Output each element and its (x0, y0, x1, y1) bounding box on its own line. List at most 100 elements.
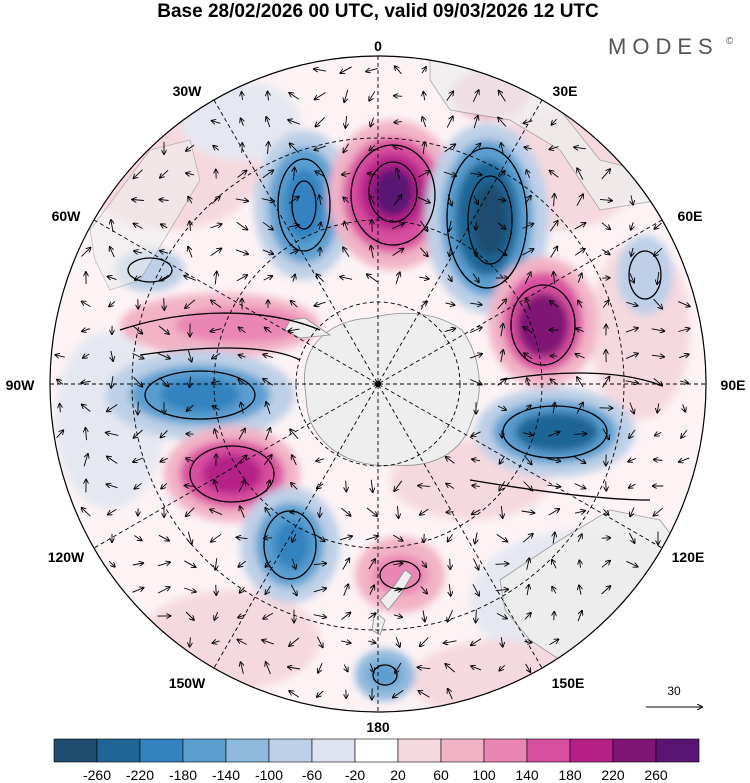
wind-arrow (319, 195, 321, 205)
wind-arrow (392, 249, 404, 256)
wind-arrow (550, 247, 558, 258)
wind-arrow (263, 354, 274, 357)
wind-arrow (472, 459, 481, 461)
wind-arrow (448, 274, 451, 281)
wind-arrow (469, 354, 482, 359)
wind-arrow (521, 511, 535, 513)
wind-arrow (215, 429, 218, 439)
wind-arrow (574, 483, 586, 489)
wind-arrow (108, 560, 115, 567)
wind-arrow (86, 428, 87, 441)
wind-arrow (210, 248, 222, 256)
wind-arrow (577, 611, 582, 622)
wind-arrow (471, 144, 481, 153)
wind-arrow (134, 482, 142, 489)
wind-arrow (602, 377, 610, 388)
wind-arrow (340, 277, 353, 280)
wind-arrow (391, 223, 404, 230)
wind-vectors (55, 66, 690, 699)
wind-arrow (188, 350, 191, 362)
wind-arrow (550, 301, 559, 308)
wind-arrow (368, 559, 375, 570)
wind-arrow (578, 534, 582, 543)
wind-arrow (679, 354, 689, 357)
colorbar-box (655, 738, 700, 763)
wind-arrow (395, 272, 400, 284)
wind-arrow (265, 560, 271, 567)
wind-arrow (242, 143, 243, 153)
wind-arrow (601, 586, 611, 595)
wind-arrow (262, 249, 273, 254)
wind-arrow (446, 91, 454, 101)
wind-arrow (500, 456, 505, 463)
wind-arrow (472, 509, 481, 515)
wind-arrow (422, 117, 425, 128)
lon-label-30w: 30W (173, 83, 203, 99)
modes-logo-mark: © (726, 36, 734, 47)
wind-arrow (134, 224, 143, 229)
wind-arrow (188, 197, 192, 204)
wind-arrow (313, 563, 326, 564)
wind-arrow (185, 611, 194, 620)
wind-arrow (55, 355, 65, 357)
graticule (50, 56, 706, 712)
wind-arrow (551, 118, 557, 125)
lon-label-90e: 90E (721, 377, 746, 393)
colorbar-box (397, 738, 442, 763)
wind-arrow (522, 534, 533, 543)
wind-arrow (574, 249, 585, 256)
wind-arrow (393, 563, 402, 564)
chart-title: Base 28/02/2026 00 UTC, valid 09/03/2026… (157, 1, 599, 22)
wind-arrow (574, 456, 586, 463)
wind-arrow (343, 247, 350, 257)
wind-arrow (344, 664, 347, 672)
colorbar-box (569, 738, 614, 763)
wind-arrow (157, 562, 170, 567)
wind-arrow (525, 663, 531, 672)
lon-label-60e: 60E (678, 208, 703, 224)
wind-arrow (553, 533, 555, 544)
wind-arrow (657, 403, 658, 412)
wind-arrow (188, 247, 193, 258)
wind-arrow (213, 146, 220, 151)
wind-arrow (549, 147, 559, 150)
wind-arrow (449, 584, 451, 596)
wind-arrow (601, 561, 610, 568)
reference-vector: 30 (646, 684, 702, 707)
wind-arrow (314, 145, 326, 150)
colorbar-tick-label: 140 (515, 767, 539, 783)
wind-arrow (394, 96, 403, 97)
wind-arrow (368, 614, 376, 619)
wind-arrow (315, 171, 326, 178)
height-contours (119, 144, 662, 686)
wind-arrow (265, 428, 271, 441)
cyclone-cell-180 (355, 649, 415, 701)
wind-arrow (444, 144, 456, 153)
wind-arrow (654, 460, 663, 461)
wind-arrow (629, 402, 634, 414)
wind-arrow (398, 505, 399, 518)
lon-label-120e: 120E (672, 549, 705, 565)
wind-arrow (185, 299, 196, 308)
wind-arrow (238, 614, 247, 617)
wind-arrow (548, 432, 559, 437)
wind-arrow (554, 272, 555, 285)
wind-arrow (369, 91, 376, 100)
wind-arrow (574, 147, 586, 149)
wind-arrow (524, 353, 533, 360)
wind-arrow (470, 327, 482, 334)
wind-arrow (527, 558, 530, 570)
wind-arrow (241, 118, 244, 126)
wind-arrow (448, 689, 453, 700)
wind-arrow (522, 249, 533, 256)
wind-arrow (289, 93, 300, 100)
wind-arrow (419, 277, 429, 279)
reference-vector-label: 30 (667, 684, 681, 698)
wind-arrow (342, 558, 350, 570)
wind-arrow (393, 195, 401, 206)
colorbar-tick-label: -20 (345, 767, 365, 783)
land-areas (89, 59, 691, 661)
wind-arrow (344, 89, 349, 102)
wind-arrow (369, 196, 375, 205)
wind-arrow (187, 404, 194, 411)
